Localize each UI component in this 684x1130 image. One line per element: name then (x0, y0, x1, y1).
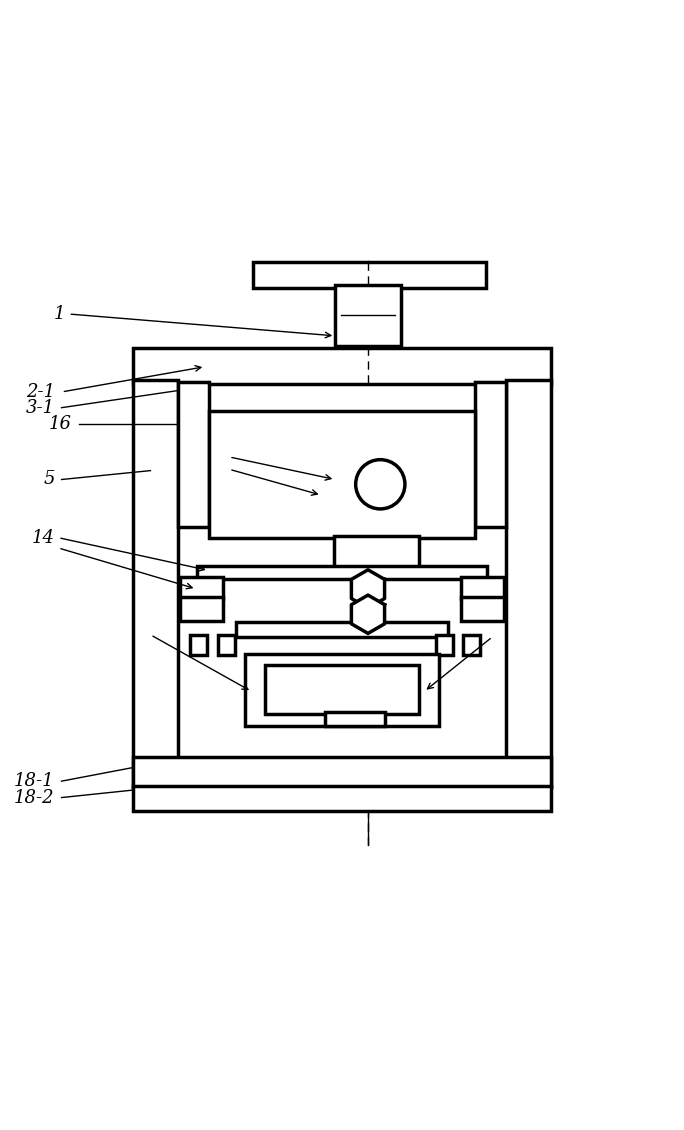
Bar (461, 576, 504, 599)
Bar (190, 635, 207, 655)
Bar (436, 635, 453, 655)
Bar (265, 664, 419, 714)
Bar (197, 566, 487, 579)
Bar (133, 786, 551, 811)
Bar (461, 597, 504, 622)
Bar (180, 576, 223, 599)
Bar (245, 654, 439, 725)
Text: 14: 14 (31, 529, 55, 547)
Bar (335, 285, 401, 346)
Text: 16: 16 (49, 415, 72, 433)
Polygon shape (352, 570, 384, 608)
Bar (334, 536, 419, 568)
Bar (133, 348, 551, 384)
Circle shape (356, 460, 405, 508)
Text: 18-2: 18-2 (14, 789, 55, 807)
Polygon shape (352, 596, 384, 634)
Text: 5: 5 (43, 470, 55, 488)
Text: 3-1: 3-1 (25, 399, 55, 417)
Text: 1: 1 (53, 305, 65, 323)
Bar (236, 622, 448, 637)
Bar (133, 756, 551, 788)
Bar (218, 635, 235, 655)
Bar (475, 382, 506, 528)
Text: 2-1: 2-1 (25, 383, 55, 401)
Bar (133, 381, 178, 788)
Bar (180, 597, 223, 622)
Text: 18-1: 18-1 (14, 772, 55, 790)
Bar (253, 262, 486, 288)
Bar (463, 635, 480, 655)
Bar (209, 411, 475, 538)
Bar (178, 382, 209, 528)
Bar (325, 712, 385, 725)
Bar (506, 381, 551, 788)
